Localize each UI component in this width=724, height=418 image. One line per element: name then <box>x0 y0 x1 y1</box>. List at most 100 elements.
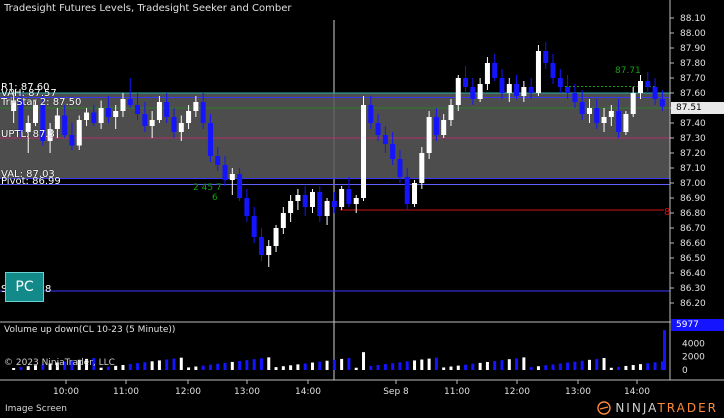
volume-bar <box>252 359 256 370</box>
volume-bar <box>281 366 285 370</box>
y-tick-label: 87.60 <box>680 89 706 99</box>
volume-bar <box>41 364 45 370</box>
volume-bar <box>434 357 438 370</box>
candle-body <box>375 123 381 135</box>
candle-body <box>506 84 512 93</box>
volume-bar <box>420 359 424 370</box>
x-tick-label: 14:00 <box>295 387 321 397</box>
candle-body <box>339 189 345 207</box>
candle-body <box>608 111 614 117</box>
candle-body <box>178 123 184 132</box>
candle-body <box>91 112 97 123</box>
candle-body <box>47 129 53 141</box>
volume-bar <box>413 360 417 370</box>
level-uptl-label: UPTL: 87.3 <box>1 129 55 140</box>
y-tick-label: 86.70 <box>680 224 706 234</box>
candle-body <box>565 87 571 93</box>
candle-body <box>521 87 527 96</box>
volume-bar <box>245 360 249 370</box>
candle-body <box>171 117 177 132</box>
x-tick-label: 11:00 <box>444 387 470 397</box>
candle-body <box>382 135 388 144</box>
candle-body <box>317 192 323 216</box>
y-tick-label: 87.00 <box>680 179 706 189</box>
candle-body <box>586 108 592 114</box>
volume-bar <box>136 363 140 370</box>
candle-body <box>251 216 257 237</box>
candle-body <box>470 87 476 99</box>
candle-body <box>514 84 520 96</box>
volume-bar <box>19 367 23 370</box>
copyright-text: © 2023 NinjaTrader, LLC <box>4 358 115 368</box>
volume-bar <box>274 367 278 370</box>
volume-bar <box>617 366 621 370</box>
y-tick-label: 86.50 <box>680 254 706 264</box>
volume-bar <box>310 362 314 370</box>
x-tick-label: Sep 8 <box>383 387 409 397</box>
volume-bar <box>369 365 373 370</box>
candle-body <box>390 144 396 159</box>
candle-body <box>346 189 352 204</box>
value-area-band <box>0 93 670 179</box>
pc-button[interactable]: PC <box>5 272 44 302</box>
candle-body <box>645 81 651 87</box>
candle-body <box>105 108 111 117</box>
x-tick-label: 12:00 <box>504 387 530 397</box>
candle-body <box>543 51 549 63</box>
volume-bar <box>631 365 635 370</box>
volume-bar <box>354 367 358 370</box>
candle-body <box>76 120 82 146</box>
candle-body <box>244 198 250 216</box>
volume-bar <box>70 360 74 370</box>
candle-body <box>441 120 447 135</box>
candle-body <box>273 228 279 246</box>
volume-bar <box>529 367 533 370</box>
candle-body <box>309 192 315 207</box>
ninjatrader-logo: NINJATRADER <box>597 401 718 415</box>
candle-body <box>302 195 308 207</box>
volume-last-tag: 5977 <box>671 319 724 331</box>
volume-bar <box>63 361 67 370</box>
y-tick-label: 88.00 <box>680 29 706 39</box>
y-tick-label: 87.40 <box>680 119 706 129</box>
volume-bar <box>376 365 380 370</box>
candle-body <box>448 105 454 120</box>
candle-body <box>412 183 418 204</box>
volume-bar <box>646 363 650 370</box>
candle-body <box>288 201 294 213</box>
level-r1-label: R1: 87.60 <box>1 82 50 93</box>
x-tick-label: 13:00 <box>565 387 591 397</box>
candle-body <box>120 99 126 111</box>
candle-body <box>127 99 133 105</box>
volume-bar <box>165 359 169 370</box>
candle-body <box>149 120 155 126</box>
volume-bar <box>48 363 52 370</box>
volume-bar <box>77 359 81 370</box>
volume-bar <box>194 366 198 370</box>
candle-body <box>623 114 629 132</box>
volume-bar <box>121 364 125 370</box>
volume-bar <box>587 359 591 370</box>
x-tick-label: 13:00 <box>234 387 260 397</box>
volume-bar <box>485 361 489 370</box>
volume-bar <box>660 361 664 370</box>
candle-body <box>419 153 425 183</box>
level-tristar-label: Tri-Star 2: 87.50 <box>1 97 82 108</box>
candle-body <box>616 111 622 132</box>
volume-bar <box>289 365 293 370</box>
y-tick-label: 87.20 <box>680 149 706 159</box>
candle-body <box>463 78 469 87</box>
volume-bar <box>383 364 387 370</box>
level-vah-label: VAH: 87.57 <box>1 88 57 99</box>
volume-tick-label: 4000 <box>682 339 705 349</box>
volume-bar <box>179 357 183 370</box>
y-tick-label: 88.10 <box>680 14 706 24</box>
candle-body <box>528 87 534 93</box>
candle-body <box>637 81 643 93</box>
candle-body <box>237 174 243 198</box>
candle-body <box>113 111 119 117</box>
volume-bar <box>471 363 475 370</box>
volume-bar <box>580 360 584 370</box>
